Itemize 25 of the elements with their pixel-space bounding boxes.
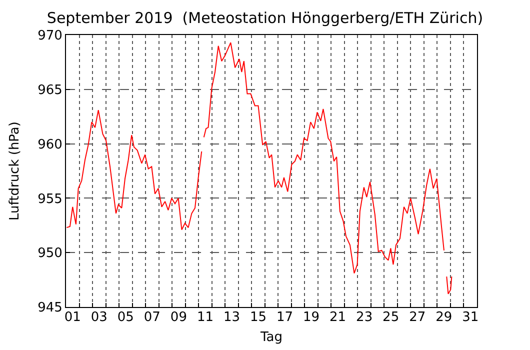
chart-title: September 2019 (Meteostation Hönggerberg/ETH Zürich) <box>46 8 484 27</box>
x-tick-label: 01 <box>64 310 81 325</box>
x-tick-label: 03 <box>90 310 108 325</box>
y-tick-label: 965 <box>38 82 62 98</box>
x-tick-label: 13 <box>223 310 240 325</box>
y-axis-title: Luftdruck (hPa) <box>8 122 23 220</box>
x-tick-label: 23 <box>356 310 373 325</box>
y-tick-label: 950 <box>38 246 62 262</box>
x-tick-label: 09 <box>170 310 187 325</box>
x-tick-label: 31 <box>462 310 479 325</box>
y-tick-label: 945 <box>38 300 62 316</box>
x-tick-label: 19 <box>302 310 320 325</box>
x-tick-label: 25 <box>382 310 400 325</box>
y-tick-label: 970 <box>38 28 62 44</box>
x-tick-label: 15 <box>250 310 267 325</box>
x-tick-label: 29 <box>436 310 452 325</box>
x-axis-title: Tag <box>259 330 283 346</box>
y-tick-label: 960 <box>38 137 62 152</box>
x-tick-label: 07 <box>144 310 160 325</box>
x-tick-label: 21 <box>330 310 346 325</box>
x-tick-label: 11 <box>196 310 214 325</box>
x-tick-label: 27 <box>409 310 426 325</box>
y-tick-label: 955 <box>38 192 62 207</box>
x-tick-label: 05 <box>117 310 134 325</box>
x-tick-label: 17 <box>276 310 294 325</box>
